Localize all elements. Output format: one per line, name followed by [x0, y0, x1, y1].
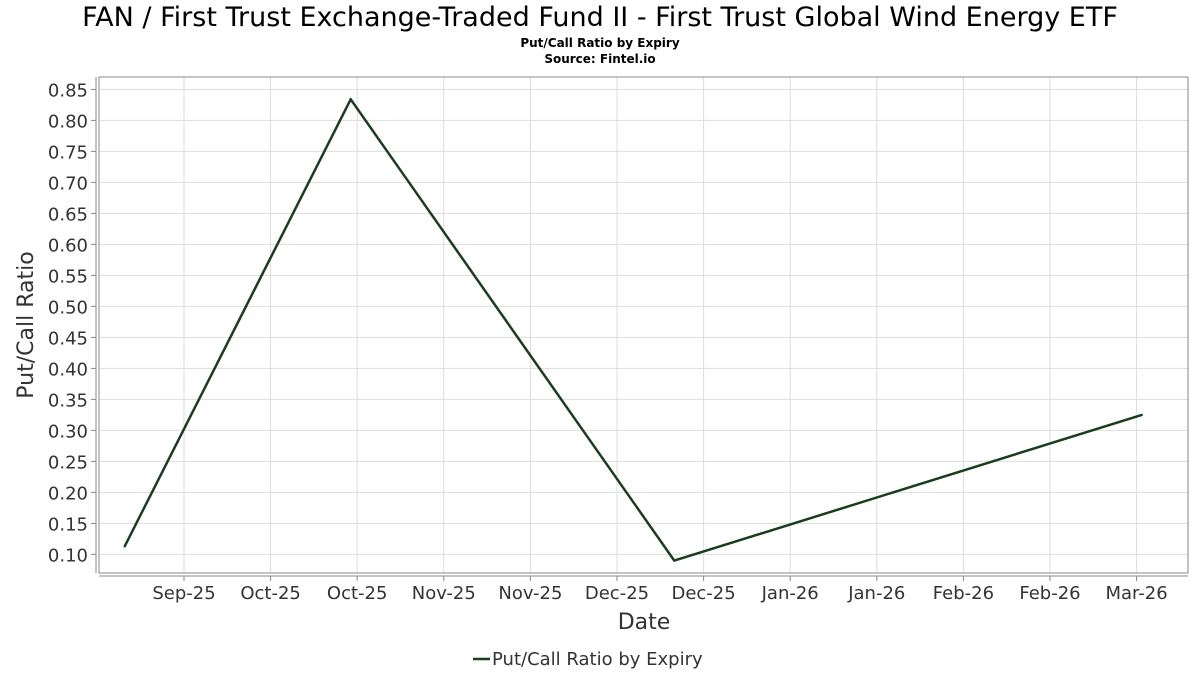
y-tick-label: 0.75 [48, 142, 88, 163]
grid [99, 77, 1188, 573]
x-tick-label: Dec-25 [585, 583, 649, 604]
y-tick-label: 0.45 [48, 328, 88, 349]
y-tick-label: 0.85 [48, 80, 88, 101]
x-tick-label: Sep-25 [152, 583, 215, 604]
x-tick-label: Feb-26 [1019, 583, 1080, 604]
x-axis-ticks: Sep-25 Oct-25 Oct-25 Nov-25 Nov-25 Dec-25 Dec-… [152, 576, 1168, 604]
data-point [1140, 413, 1143, 417]
x-tick-label: Nov-25 [412, 583, 476, 604]
x-tick-label: Oct-25 [327, 583, 388, 604]
chart-title: FAN / First Trust Exchange-Traded Fund I… [82, 2, 1118, 33]
y-tick-label: 0.30 [48, 421, 88, 442]
x-tick-label: Nov-25 [498, 583, 562, 604]
x-axis-title: Date [618, 610, 671, 635]
chart-source: Source: Fintel.io [544, 52, 656, 66]
legend-label: Put/Call Ratio by Expiry [492, 649, 703, 670]
plot-area [98, 76, 1189, 574]
x-tick-label: Mar-26 [1105, 583, 1167, 604]
y-axis-ticks: 0.10 0.15 0.20 0.25 0.30 0.35 0.40 0.45 0.50 0.55… [48, 80, 96, 566]
y-tick-label: 0.55 [48, 266, 88, 287]
legend: Put/Call Ratio by Expiry [473, 649, 703, 670]
data-point [123, 545, 126, 548]
y-tick-label: 0.70 [48, 173, 88, 194]
series-line [123, 98, 1143, 562]
y-tick-label: 0.80 [48, 111, 88, 132]
y-tick-label: 0.40 [48, 359, 88, 380]
y-tick-label: 0.15 [48, 514, 88, 535]
x-tick-label: Dec-25 [671, 583, 735, 604]
y-tick-label: 0.65 [48, 204, 88, 225]
series [123, 98, 1143, 562]
y-tick-label: 0.10 [48, 545, 88, 566]
x-tick-label: Oct-25 [240, 583, 301, 604]
x-tick-label: Jan-26 [847, 583, 905, 604]
y-axis-title: Put/Call Ratio [14, 251, 39, 398]
x-tick-label: Jan-26 [761, 583, 819, 604]
data-point [673, 559, 676, 562]
x-tick-label: Feb-26 [933, 583, 994, 604]
data-point [349, 98, 352, 101]
y-tick-label: 0.35 [48, 390, 88, 411]
y-tick-label: 0.60 [48, 235, 88, 256]
chart-subtitle: Put/Call Ratio by Expiry [520, 36, 680, 50]
y-tick-label: 0.25 [48, 452, 88, 473]
y-tick-label: 0.50 [48, 297, 88, 318]
y-tick-label: 0.20 [48, 483, 88, 504]
